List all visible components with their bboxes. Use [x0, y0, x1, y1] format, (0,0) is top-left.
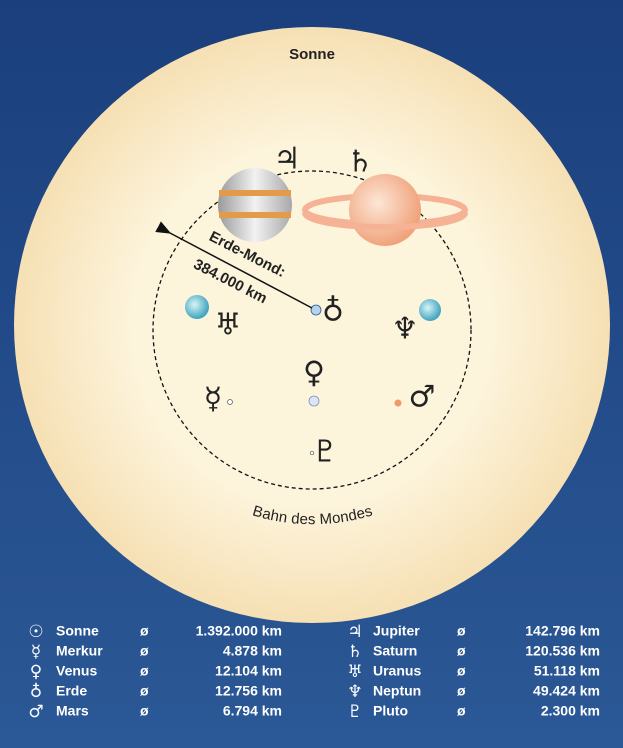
mars [395, 400, 402, 407]
legend-symbol: ♀ [30, 662, 42, 682]
legend-diameter-sign: ø [457, 683, 466, 699]
legend-name: Uranus [373, 663, 421, 679]
legend-symbol: ♆ [347, 682, 362, 702]
legend-diameter: 49.424 km [533, 683, 600, 699]
legend-name: Neptun [373, 683, 421, 699]
legend-diameter: 4.878 km [223, 643, 282, 659]
legend-diameter-sign: ø [457, 703, 466, 719]
earth [311, 305, 321, 315]
legend-diameter: 12.104 km [215, 663, 282, 679]
infographic: Sonne Erde-Mond: 384.000 km ♃ ♄ ♅ ♁ ♆ ♀ … [0, 0, 623, 748]
legend-diameter-sign: ø [140, 663, 149, 679]
mercury [228, 400, 233, 405]
legend-diameter: 12.756 km [215, 683, 282, 699]
venus [309, 396, 319, 406]
legend-symbol: ♃ [347, 622, 362, 642]
legend-name: Jupiter [373, 623, 420, 639]
legend-name: Pluto [373, 703, 408, 719]
legend-diameter-sign: ø [140, 643, 149, 659]
legend-symbol: ♇ [347, 702, 362, 722]
legend-name: Venus [56, 663, 97, 679]
neptune [419, 299, 441, 321]
jupiter-band [219, 190, 291, 196]
earth-symbol: ♁ [322, 294, 344, 329]
legend-symbol: ☿ [31, 642, 41, 662]
sun [14, 27, 610, 623]
legend-name: Mars [56, 703, 89, 719]
legend-symbol: ♅ [347, 662, 362, 682]
venus-symbol: ♀ [303, 356, 325, 391]
legend-diameter-sign: ø [457, 623, 466, 639]
saturn [349, 174, 421, 246]
mercury-symbol: ☿ [204, 382, 222, 417]
jupiter-symbol: ♃ [274, 142, 301, 177]
legend-diameter-sign: ø [140, 683, 149, 699]
legend-diameter: 1.392.000 km [196, 623, 282, 639]
mars-symbol: ♂ [409, 380, 436, 415]
legend-diameter-sign: ø [457, 663, 466, 679]
legend-symbol: ♄ [347, 642, 362, 662]
legend-symbol: ♂ [28, 702, 43, 722]
legend-name: Erde [56, 683, 87, 699]
uranus [185, 295, 209, 319]
legend-diameter: 51.118 km [534, 663, 600, 679]
legend-symbol: ♁ [30, 682, 42, 702]
legend-diameter: 6.794 km [223, 703, 282, 719]
legend-diameter: 142.796 km [525, 623, 600, 639]
legend-diameter-sign: ø [457, 643, 466, 659]
sun-label: Sonne [289, 46, 335, 63]
legend-diameter: 120.536 km [525, 643, 600, 659]
saturn-symbol: ♄ [347, 145, 374, 180]
legend-diameter-sign: ø [140, 623, 149, 639]
legend-symbol: ☉ [28, 622, 43, 642]
legend-name: Merkur [56, 643, 103, 659]
jupiter [218, 168, 292, 242]
legend-name: Sonne [56, 623, 99, 639]
legend-name: Saturn [373, 643, 417, 659]
pluto-symbol: ♇ [312, 435, 339, 470]
jupiter-band [219, 212, 291, 218]
legend-diameter-sign: ø [140, 703, 149, 719]
uranus-symbol: ♅ [215, 308, 242, 343]
neptune-symbol: ♆ [392, 312, 419, 347]
legend-diameter: 2.300 km [541, 703, 600, 719]
